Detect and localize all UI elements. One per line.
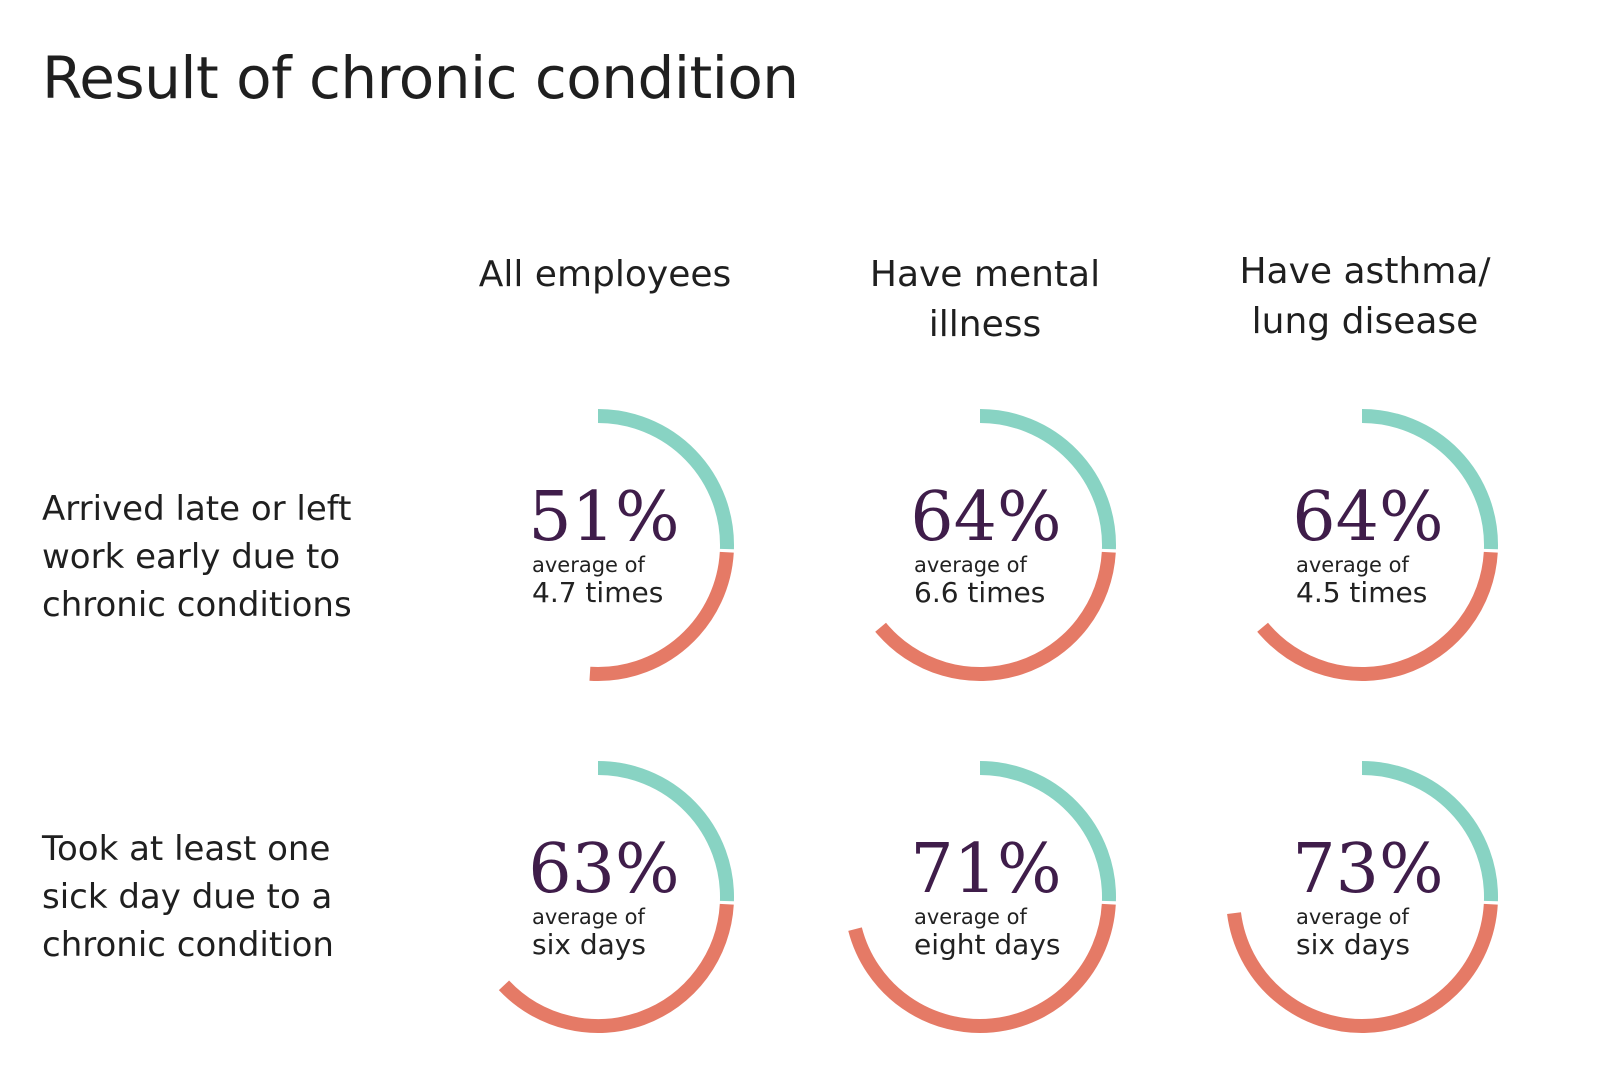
average-of-label: average of — [532, 905, 645, 929]
column-header-mental-illness: Have mental illness — [869, 254, 1101, 345]
row-label-sick-day: Took at least one sick day due to a chro… — [42, 829, 334, 965]
average-value-label: 6.6 times — [914, 576, 1045, 609]
average-of-label: average of — [1296, 553, 1409, 577]
column-header-all-employees: All employees — [478, 254, 732, 295]
donut-coral-segment — [498, 903, 734, 1033]
row-label-arrived-late: Arrived late or left work early due to c… — [42, 489, 352, 625]
average-value-label: eight days — [914, 928, 1061, 961]
donut-coral-segment — [589, 551, 734, 681]
page-title: Result of chronic condition — [42, 44, 799, 112]
average-of-label: average of — [1296, 905, 1409, 929]
donut-teal-segment — [597, 761, 734, 902]
donut-teal-segment — [597, 409, 734, 550]
column-header-asthma: Have asthma/ lung disease — [1239, 251, 1491, 342]
donut-teal-segment — [979, 761, 1116, 902]
average-of-label: average of — [914, 905, 1027, 929]
donut-teal-segment — [1361, 409, 1498, 550]
average-value-label: 4.5 times — [1296, 576, 1427, 609]
percent-label: 64% — [910, 478, 1061, 557]
donut-coral-segment — [848, 903, 1116, 1033]
percent-label: 64% — [1292, 478, 1443, 557]
percent-label: 63% — [528, 830, 679, 909]
donut-teal-segment — [1361, 761, 1498, 902]
percent-label: 73% — [1292, 830, 1443, 909]
average-of-label: average of — [914, 553, 1027, 577]
percent-label: 51% — [528, 478, 679, 557]
donut-teal-segment — [979, 409, 1116, 550]
average-value-label: six days — [1296, 928, 1410, 961]
donut-coral-segment — [875, 551, 1116, 681]
percent-label: 71% — [910, 830, 1061, 909]
average-of-label: average of — [532, 553, 645, 577]
donut-coral-segment — [1227, 903, 1498, 1033]
donut-coral-segment — [1257, 551, 1498, 681]
average-value-label: six days — [532, 928, 646, 961]
average-value-label: 4.7 times — [532, 576, 663, 609]
